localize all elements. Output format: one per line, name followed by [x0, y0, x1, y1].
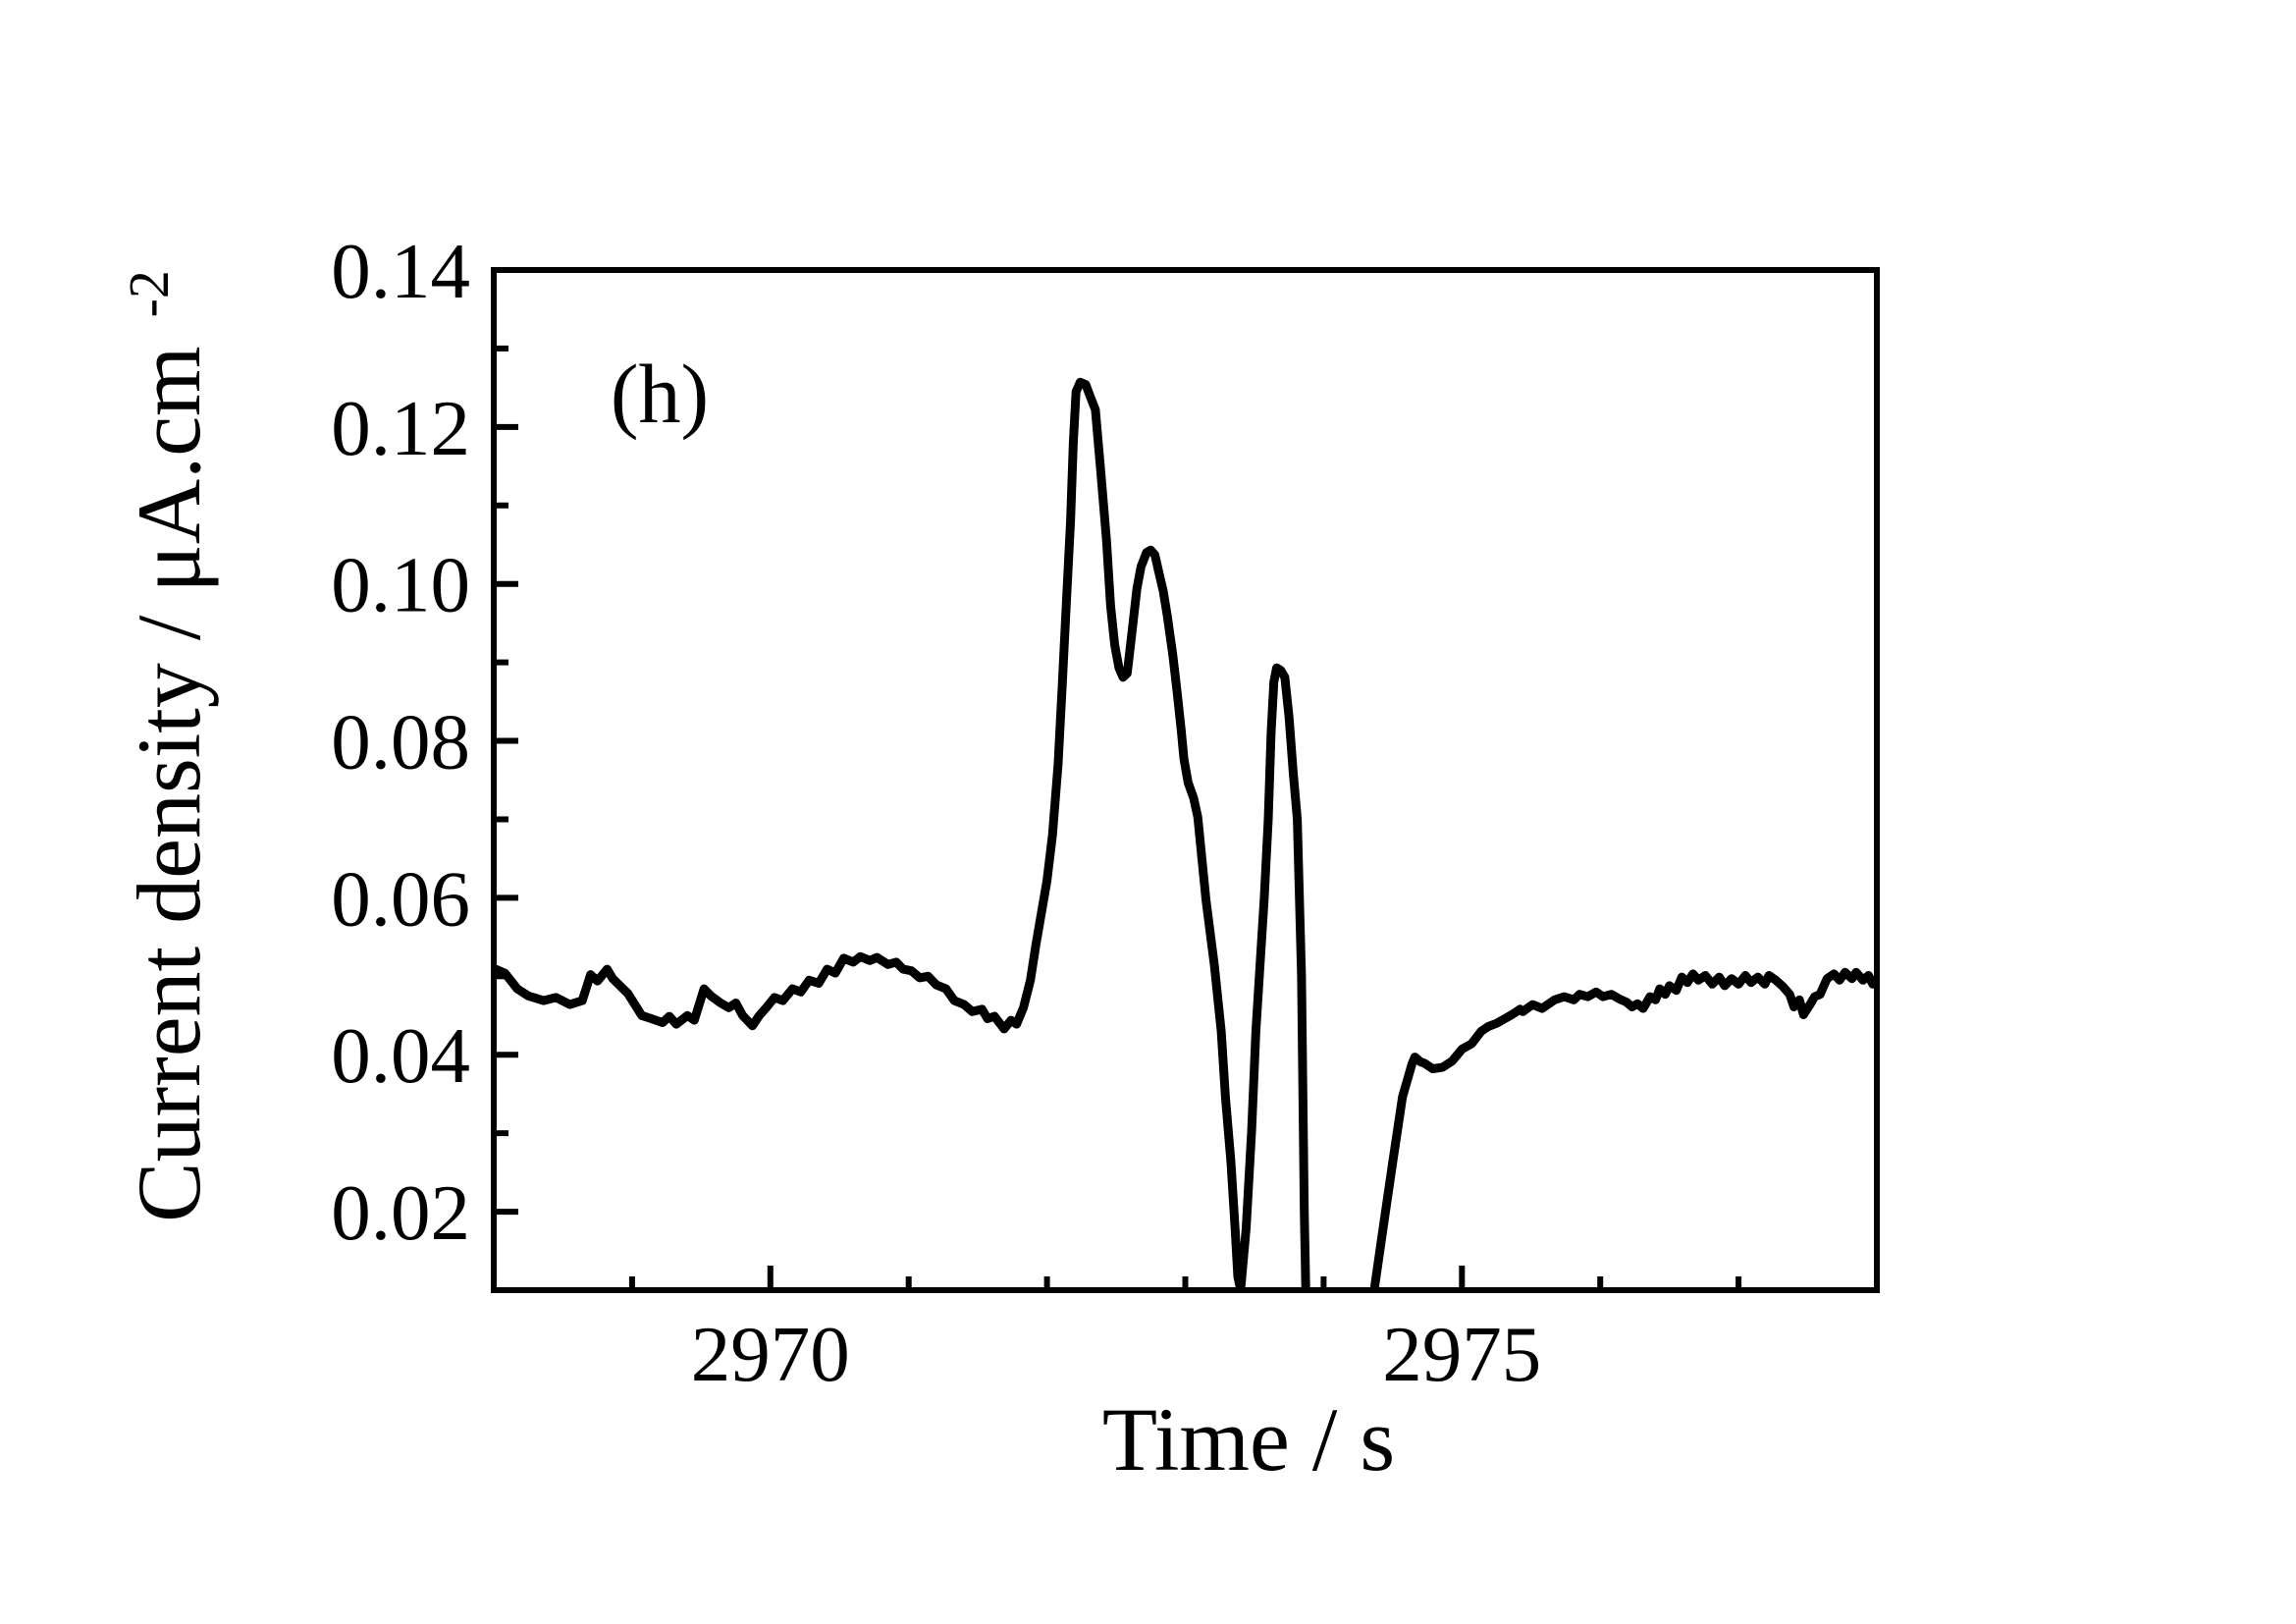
y-tick-label: 0.10	[331, 541, 470, 629]
y-tick-label: 0.02	[331, 1168, 470, 1257]
plot-frame	[491, 267, 1880, 1293]
y-axis-title-exponent: -2	[117, 270, 181, 317]
y-tick-label: 0.06	[331, 854, 470, 943]
y-tick-label: 0.08	[331, 698, 470, 786]
x-tick-label: 2970	[691, 1310, 850, 1398]
panel-label: (h)	[611, 347, 709, 441]
y-axis-title: Current density / μA.cm -2	[117, 270, 219, 1222]
y-tick-label: 0.12	[331, 384, 470, 472]
y-tick-label: 0.14	[331, 227, 470, 315]
x-axis-title: Time / s	[1102, 1389, 1395, 1489]
x-tick-label: 2975	[1382, 1310, 1541, 1398]
y-axis-title-main: Current density / μA.cm	[119, 346, 219, 1222]
y-tick-label: 0.04	[331, 1011, 470, 1100]
current-density-trace	[491, 377, 1880, 1292]
